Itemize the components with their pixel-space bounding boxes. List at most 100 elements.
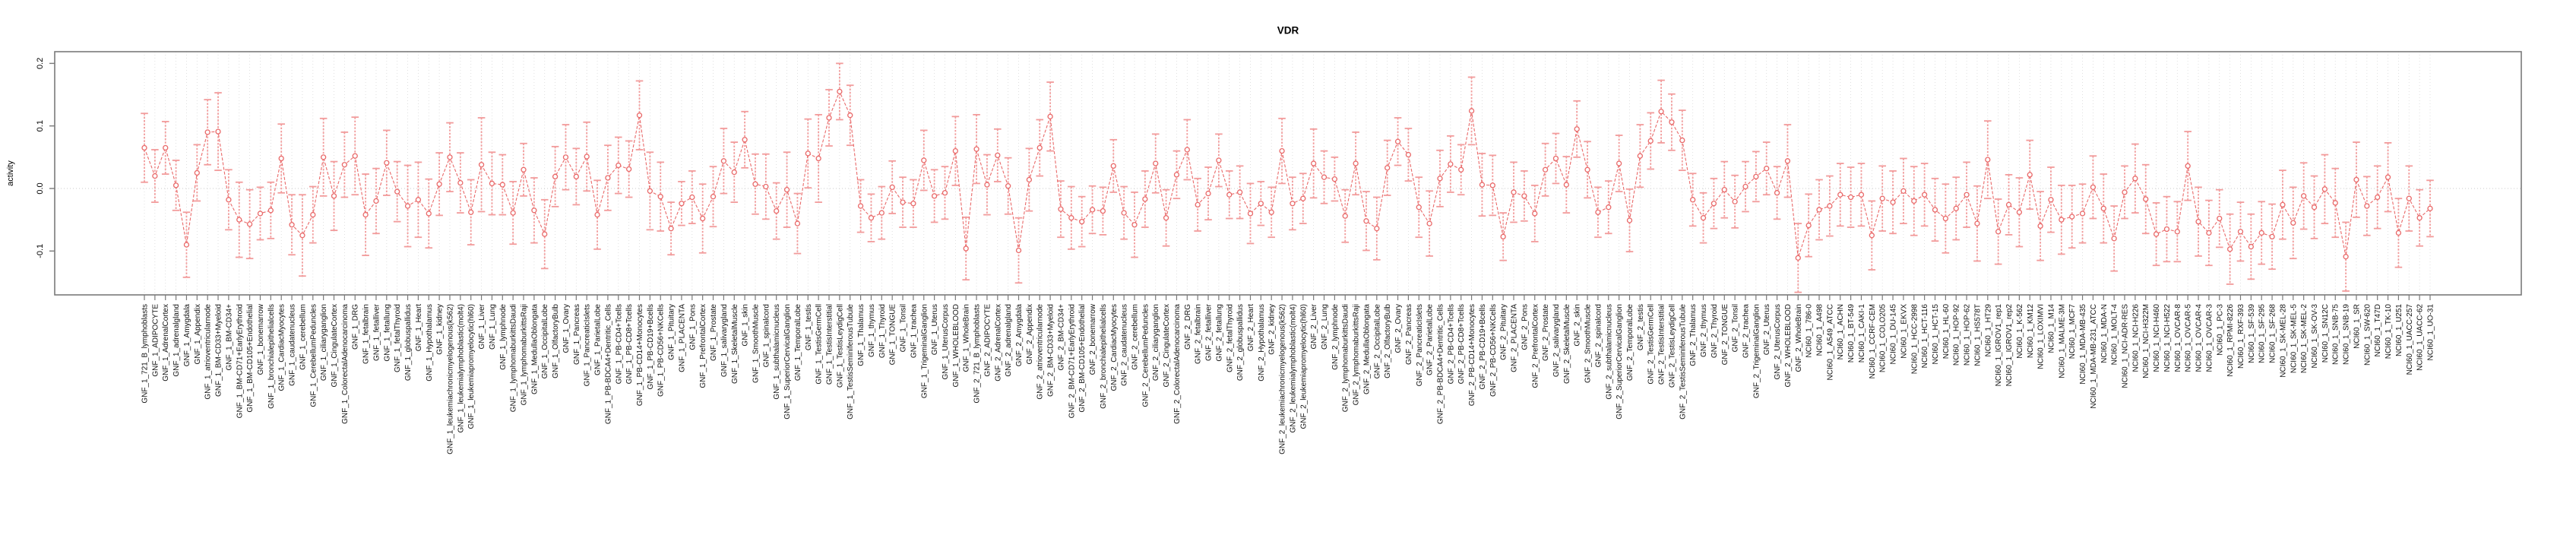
x-tick-label: GNF_2_spinalcord — [1594, 304, 1603, 367]
x-tick-label: GNF_1_Lung — [489, 304, 497, 350]
data-points — [141, 88, 2433, 261]
data-point — [1595, 209, 1601, 215]
data-point — [2005, 201, 2012, 208]
data-point — [1015, 247, 1022, 254]
x-tick-label: NCI60_1_SW-620 — [2363, 304, 2372, 366]
data-point — [1426, 220, 1432, 226]
data-point — [857, 203, 864, 209]
data-point — [1268, 209, 1274, 215]
data-point — [1500, 233, 1506, 240]
data-point — [1932, 207, 1938, 213]
x-tick-label: GNF_1_fetalThyroid — [394, 304, 402, 372]
x-tick-label: NCI60_1_NCI-ADR-RES — [2122, 304, 2130, 388]
x-tick-label: GNF_1_Thyroid — [878, 304, 887, 358]
data-point — [1385, 165, 1391, 171]
data-point — [910, 201, 916, 207]
data-point — [584, 154, 590, 160]
data-point — [489, 180, 495, 187]
x-tick-label: GNF_1_Pons — [688, 304, 697, 350]
data-point — [2048, 197, 2054, 203]
x-tick-label: GNF_1_BM-CD105+Endothelial — [246, 304, 255, 413]
x-tick-label: GNF_1_salivarygland — [720, 304, 729, 377]
data-point — [1900, 188, 1907, 194]
x-tick-label: GNF_1_CardiacMyocytes — [278, 304, 286, 391]
data-point — [1742, 183, 1748, 190]
data-point — [1005, 183, 1011, 189]
data-point — [973, 146, 979, 152]
data-point — [700, 215, 706, 222]
y-tick-label: 0.2 — [36, 58, 45, 69]
data-point — [1163, 215, 1169, 221]
x-tick-label: NCI60_1_SNB-19 — [2343, 304, 2351, 365]
data-point — [352, 153, 358, 159]
data-point — [1647, 138, 1654, 144]
x-tick-label: GNF_1_SuperiorCervicalGanglion — [783, 304, 792, 420]
x-tick-label: GNF_1_TestisSeminiferousTubule — [847, 304, 855, 420]
x-tick-label: GNF_1_SmoothMuscle — [752, 304, 760, 383]
x-tick-label: NCI60_1_SK-MEL-5 — [2290, 304, 2298, 374]
data-point — [731, 169, 737, 176]
data-point — [636, 112, 643, 119]
x-tick-label: GNF_2_leukemialymphoblastic(molt4) — [1289, 304, 1297, 433]
x-tick-label: GNF_1_cerebellum — [299, 304, 307, 370]
x-tick-label: GNF_2_Pancreas — [1405, 304, 1413, 365]
data-point — [2332, 200, 2338, 206]
x-tick-label: GNF_1_TestisLeydigCell — [836, 304, 844, 388]
data-point — [1184, 147, 1190, 153]
data-point — [1195, 201, 1201, 208]
x-tick-label: GNF_2_SuperiorCervicalGanglion — [1616, 304, 1624, 420]
x-tick-label: NCI60_1_COLO205 — [1879, 304, 1888, 372]
x-tick-label: GNF_1_PancreaticIslets — [584, 304, 592, 386]
x-tick-label: GNF_1_adrenalgland — [172, 304, 181, 377]
data-point — [2195, 218, 2201, 225]
x-tick-label: GNF_1_OlfactoryBulb — [552, 304, 560, 378]
x-tick-label: NCI60_1_T47D — [2374, 304, 2382, 356]
data-point — [373, 198, 379, 204]
x-tick-label: GNF_2_lymphnode — [1331, 304, 1340, 370]
data-point — [310, 211, 316, 218]
data-point — [794, 220, 801, 226]
y-tick-label: -0.1 — [36, 244, 45, 258]
x-tick-label: NCI60_1_NCI-H322M — [2142, 304, 2150, 378]
x-tick-label: GNF_2_PrefrontalCortex — [1531, 304, 1540, 388]
x-tick-label: GNF_1_trachea — [910, 304, 918, 359]
x-tick-label: GNF_1_Prostate — [710, 304, 718, 361]
data-point — [2153, 231, 2160, 237]
x-tick-label: GNF_1_bonemarrow — [257, 303, 265, 375]
chart-title: VDR — [1277, 24, 1299, 36]
x-tick-label: GNF_2_Lung — [1321, 304, 1329, 350]
data-point — [952, 147, 959, 154]
x-tick-label: GNF_2_Ovary — [1394, 304, 1403, 353]
data-point — [837, 88, 843, 95]
x-tick-label: GNF_2_fetalliver — [1205, 303, 1214, 361]
x-tick-label: GNF_1_leukemialymphoblastic(molt4) — [457, 304, 465, 433]
x-tick-label: NCI60_1_MDA-MB-231_ATCC — [2090, 304, 2098, 409]
data-point — [1131, 222, 1138, 228]
x-tick-label: GNF_2_SmoothMuscle — [1584, 304, 1593, 383]
data-point — [1089, 207, 1096, 213]
x-tick-label: GNF_1_Ovary — [562, 304, 571, 353]
data-point — [215, 128, 221, 135]
x-tick-label: NCI60_1_PC-3 — [2216, 304, 2224, 356]
data-point — [2111, 236, 2117, 242]
data-point — [573, 173, 579, 180]
x-tick-label: GNF_1_PrefrontalCortex — [699, 304, 707, 388]
data-point — [1153, 160, 1159, 166]
data-point — [2206, 230, 2212, 236]
x-tick-label: GNF_2_SkeletalMuscle — [1563, 304, 1571, 384]
x-tick-label: NCI60_1_DU-145 — [1890, 304, 1898, 365]
x-tick-label: NCI60_1_MDA-N — [2100, 304, 2109, 363]
data-point — [1606, 204, 1612, 211]
data-point — [1784, 158, 1791, 164]
data-point — [278, 155, 284, 162]
data-point — [457, 179, 464, 186]
data-point — [257, 211, 264, 217]
data-point — [1300, 195, 1306, 201]
data-point — [236, 217, 242, 223]
data-point — [267, 207, 274, 214]
data-point — [1574, 126, 1580, 132]
data-point — [1026, 176, 1033, 183]
data-point — [1710, 201, 1717, 207]
x-tick-label: GNF_2_DRG — [1184, 304, 1192, 350]
data-point — [362, 211, 369, 218]
